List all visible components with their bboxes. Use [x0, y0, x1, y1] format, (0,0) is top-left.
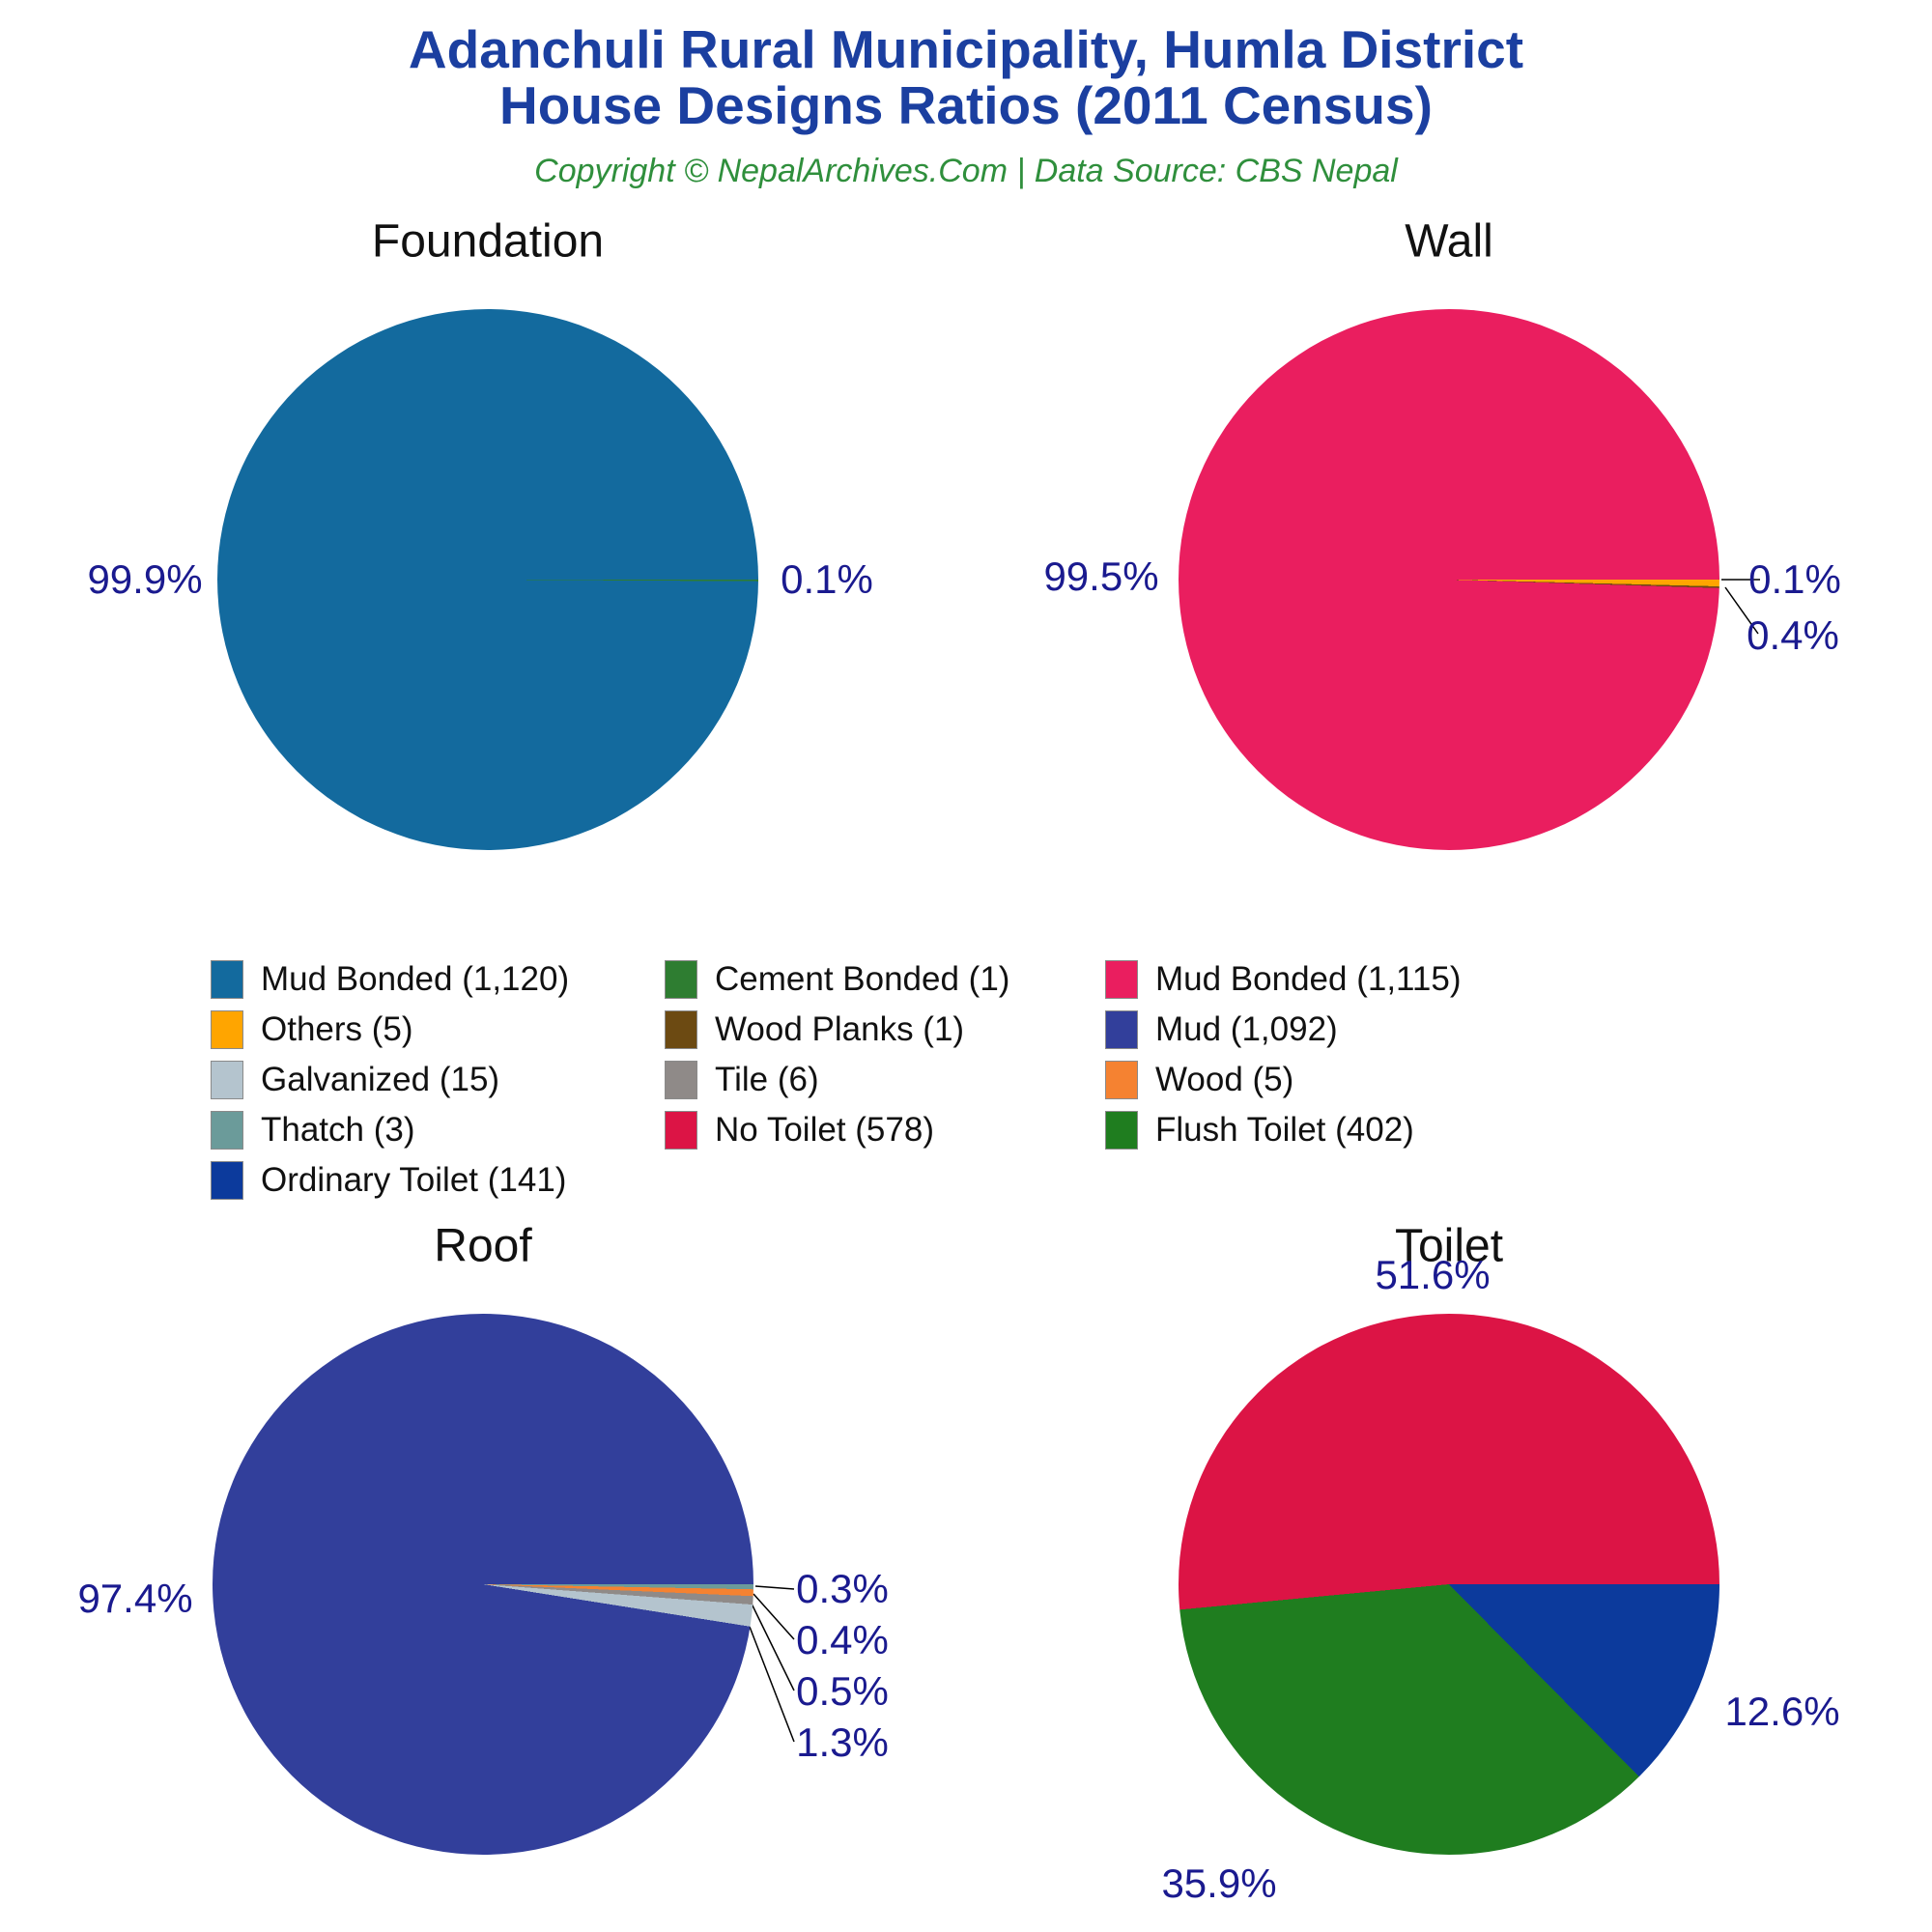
percent-label-roof: 0.5% [796, 1668, 889, 1714]
legend-label: Wood Planks (1) [715, 1010, 965, 1048]
percent-label-wall: 0.1% [1748, 556, 1841, 602]
legend-item: Mud (1,092) [1105, 1005, 1338, 1055]
legend-swatch [665, 960, 697, 999]
legend-label: Tile (6) [715, 1061, 819, 1098]
copyright-subtitle: Copyright © NepalArchives.Com | Data Sou… [534, 153, 1398, 189]
percent-label-roof: 0.4% [796, 1617, 889, 1662]
pie-roof [213, 1314, 753, 1855]
legend-swatch [665, 1010, 697, 1049]
leader-line-roof [744, 1613, 795, 1743]
legend-label: Thatch (3) [261, 1111, 415, 1149]
legend-item: Ordinary Toilet (141) [211, 1155, 566, 1206]
page-title: Adanchuli Rural Municipality, Humla Dist… [0, 21, 1932, 134]
legend-label: Cement Bonded (1) [715, 960, 1010, 998]
legend-item: Others (5) [211, 1005, 413, 1055]
pie-title-foundation: Foundation [371, 215, 605, 268]
pie-foundation [217, 309, 758, 850]
percent-label-toilet: 35.9% [1161, 1861, 1277, 1906]
percent-label-foundation: 99.9% [87, 556, 203, 602]
legend-item: No Toilet (578) [665, 1105, 934, 1155]
legend-swatch [1105, 960, 1138, 999]
legend-label: Wood (5) [1155, 1061, 1294, 1098]
legend-label: Mud Bonded (1,120) [261, 960, 570, 998]
legend-label: Others (5) [261, 1010, 413, 1048]
legend-label: Galvanized (15) [261, 1061, 500, 1098]
legend-item: Galvanized (15) [211, 1055, 499, 1105]
percent-label-wall: 0.4% [1747, 612, 1839, 658]
pie-title-toilet: Toilet [1394, 1220, 1504, 1272]
legend-item: Thatch (3) [211, 1105, 415, 1155]
legend-swatch [1105, 1010, 1138, 1049]
percent-label-roof: 1.3% [796, 1719, 889, 1765]
legend-item: Cement Bonded (1) [665, 954, 1009, 1005]
leader-line-roof [754, 1585, 795, 1590]
leader-line-roof [750, 1601, 795, 1691]
percent-label-foundation: 0.1% [781, 556, 873, 602]
legend-item: Mud Bonded (1,115) [1105, 954, 1462, 1005]
percent-label-roof: 97.4% [77, 1576, 193, 1621]
legend-item: Flush Toilet (402) [1105, 1105, 1414, 1155]
legend-label: Flush Toilet (402) [1155, 1111, 1414, 1149]
pie-wall [1179, 309, 1719, 850]
legend-swatch [1105, 1061, 1138, 1099]
percent-label-toilet: 51.6% [1375, 1252, 1491, 1297]
pie-title-wall: Wall [1405, 215, 1493, 268]
legend-swatch [665, 1061, 697, 1099]
legend-item: Tile (6) [665, 1055, 819, 1105]
legend-swatch [211, 1111, 243, 1150]
pie-title-roof: Roof [434, 1220, 532, 1272]
legend-swatch [665, 1111, 697, 1150]
legend-swatch [211, 1161, 243, 1200]
legend-item: Wood (5) [1105, 1055, 1293, 1105]
legend-item: Mud Bonded (1,120) [211, 954, 569, 1005]
legend-label: Mud Bonded (1,115) [1155, 960, 1462, 998]
legend-swatch [211, 1061, 243, 1099]
page-title-line2: House Designs Ratios (2011 Census) [499, 75, 1433, 136]
page-title-line1: Adanchuli Rural Municipality, Humla Dist… [408, 19, 1524, 79]
legend-label: Mud (1,092) [1155, 1010, 1338, 1048]
legend-swatch [1105, 1111, 1138, 1150]
legend-swatch [211, 1010, 243, 1049]
percent-label-roof: 0.3% [796, 1566, 889, 1611]
legend-swatch [211, 960, 243, 999]
percent-label-wall: 99.5% [1043, 554, 1159, 599]
leader-line-roof [753, 1593, 795, 1640]
legend-label: Ordinary Toilet (141) [261, 1161, 567, 1199]
pie-toilet [1179, 1314, 1719, 1855]
legend-label: No Toilet (578) [715, 1111, 934, 1149]
legend-item: Wood Planks (1) [665, 1005, 964, 1055]
percent-label-toilet: 12.6% [1724, 1689, 1840, 1734]
